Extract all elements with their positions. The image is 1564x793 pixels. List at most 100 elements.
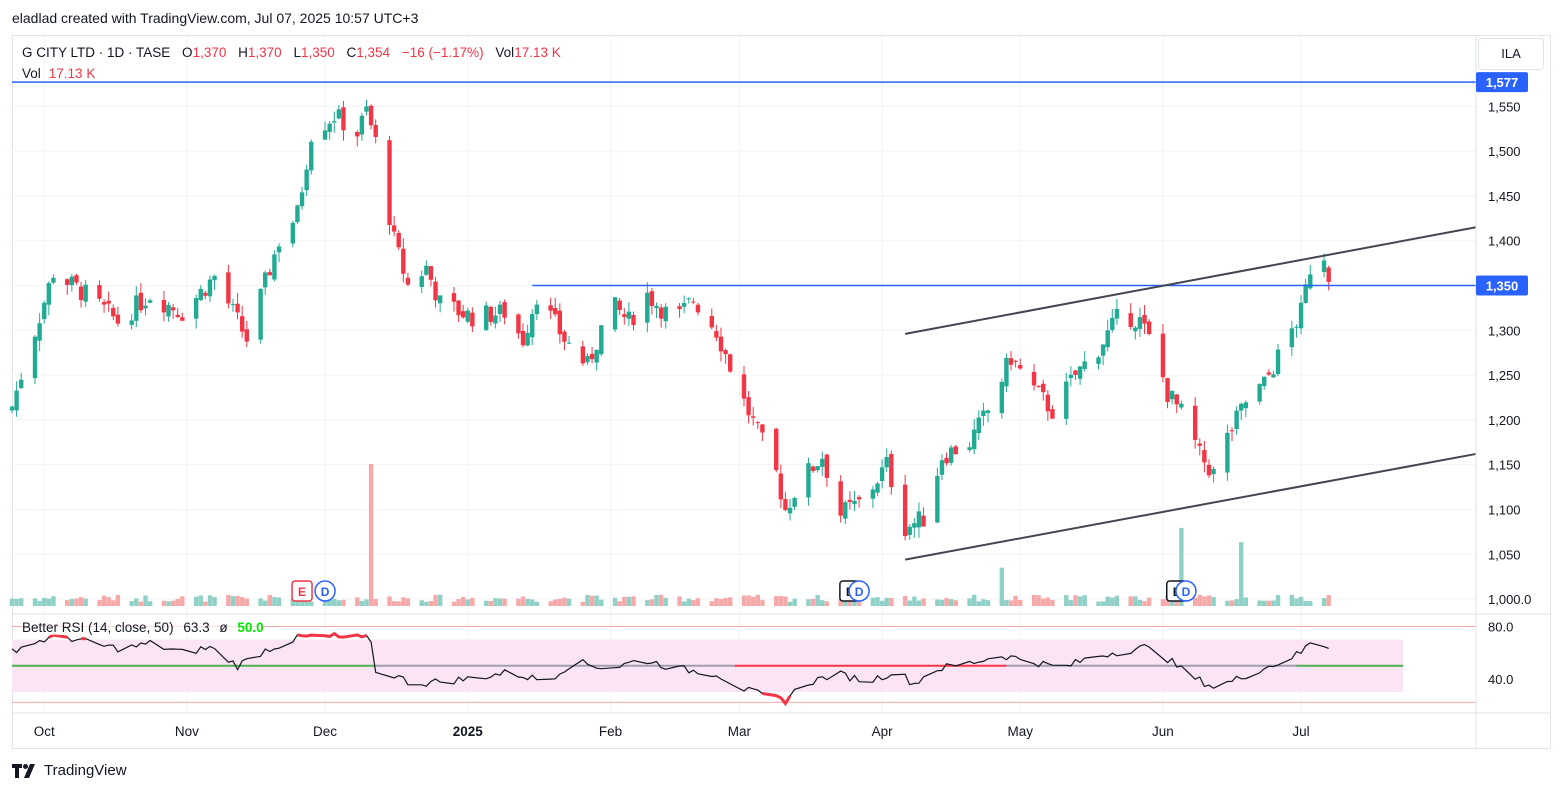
volume-bar xyxy=(1160,599,1166,606)
volume-bar xyxy=(1031,594,1037,606)
price-tick-label: 1,050 xyxy=(1488,547,1521,562)
event-markers: EDEDED xyxy=(291,580,1197,602)
volume-bar xyxy=(774,596,779,606)
volume-bar xyxy=(879,600,885,606)
candle-body xyxy=(1229,430,1235,432)
candle-body xyxy=(760,424,765,433)
candle-body xyxy=(355,131,360,137)
volume-bar xyxy=(594,595,599,606)
volume-bar xyxy=(751,596,756,606)
candle-body xyxy=(810,466,816,471)
vol-label: Vol xyxy=(495,45,515,60)
time-tick-label: Nov xyxy=(175,724,199,739)
candle-body xyxy=(1206,464,1212,476)
volume-bar xyxy=(1179,527,1184,606)
volume-bar xyxy=(1110,597,1115,606)
rsi-tick-label: 40.0 xyxy=(1488,672,1513,687)
volume-bar xyxy=(69,598,75,606)
footer-brand[interactable]: TradingView xyxy=(12,762,127,779)
candle-body xyxy=(562,331,567,342)
candle-body xyxy=(691,301,696,303)
candle-body xyxy=(626,311,632,319)
volume-bar xyxy=(1239,542,1244,606)
candle-body xyxy=(83,284,88,302)
candle-body xyxy=(239,316,245,332)
footer-brand-label: TradingView xyxy=(44,762,127,779)
volume-bar xyxy=(856,601,862,606)
candle-body xyxy=(272,254,277,280)
volume-bar xyxy=(327,598,332,606)
candle-body xyxy=(599,325,604,355)
candle-body xyxy=(1045,394,1051,412)
volume-bar xyxy=(553,599,558,606)
time-tick-label: May xyxy=(1007,724,1033,739)
volume-bar xyxy=(649,599,655,606)
volume-bar xyxy=(451,601,457,606)
candle-body xyxy=(460,311,466,318)
volume-bar xyxy=(599,599,604,606)
candle-body xyxy=(622,314,627,317)
candle-body xyxy=(1225,432,1230,473)
candle-body xyxy=(1243,402,1249,409)
time-tick-label: Jun xyxy=(1152,724,1174,739)
volume-bar xyxy=(14,598,19,606)
candle-body xyxy=(1257,384,1262,402)
candle-body xyxy=(295,205,300,223)
volume-bar xyxy=(97,600,102,606)
volume-bar xyxy=(1041,598,1046,606)
candle-body xyxy=(1082,361,1087,370)
volume-bar xyxy=(681,601,687,606)
rsi-value: 63.3 xyxy=(183,620,210,635)
candle-body xyxy=(19,379,24,389)
rsi-extreme-segment xyxy=(762,692,792,707)
volume-bar xyxy=(1289,594,1295,606)
price-line-tag xyxy=(1476,72,1528,93)
axes: 1,000.0 1,050 1,100 1,150 1,200 1,250 1,300 1,3… xyxy=(12,35,1551,749)
candle-body xyxy=(111,307,116,317)
volume-bar xyxy=(1197,594,1202,606)
vol-value: 17.13 K xyxy=(514,45,561,60)
volume-bar xyxy=(580,601,586,606)
volume-bar xyxy=(718,598,724,606)
volume-bar xyxy=(134,598,139,606)
volume-bar xyxy=(585,595,590,606)
rsi-tick-label: 80.0 xyxy=(1488,620,1513,635)
volume-bar xyxy=(1229,600,1235,606)
candle-body xyxy=(985,410,991,413)
volume-bar xyxy=(847,601,853,606)
volume-bar xyxy=(985,600,991,606)
volume-bar xyxy=(557,598,563,606)
candles xyxy=(9,99,1331,541)
candle-body xyxy=(976,417,981,434)
candle-body xyxy=(971,429,977,450)
volume-bar xyxy=(1050,599,1055,606)
price-tick-label: 1,300 xyxy=(1488,323,1521,338)
volume-bar xyxy=(1298,596,1304,606)
currency-button[interactable]: ILA xyxy=(1478,38,1544,70)
volume-bar xyxy=(709,601,714,606)
candle-body xyxy=(663,306,668,322)
earnings-marker xyxy=(291,580,313,602)
volume-bar xyxy=(405,598,411,606)
candle-body xyxy=(322,130,328,140)
volume-bar xyxy=(147,601,153,606)
candle-body xyxy=(944,457,949,464)
volume-bar xyxy=(203,601,208,606)
rsi-plot xyxy=(11,631,1403,707)
candle-body xyxy=(516,314,521,334)
candle-body xyxy=(1013,360,1018,362)
volume-bar xyxy=(1202,596,1207,606)
candle-body xyxy=(258,288,263,340)
candle-body xyxy=(1160,333,1166,378)
candle-body xyxy=(681,302,687,307)
candle-body xyxy=(470,312,475,327)
candle-body xyxy=(1298,302,1304,329)
candle-body xyxy=(9,406,15,411)
volume-bar xyxy=(1096,601,1101,606)
volume-bar xyxy=(161,600,167,606)
volume-bar xyxy=(138,601,144,606)
volume-bar xyxy=(1105,596,1110,606)
volume-bar xyxy=(838,598,843,606)
volume-bar xyxy=(612,597,618,606)
